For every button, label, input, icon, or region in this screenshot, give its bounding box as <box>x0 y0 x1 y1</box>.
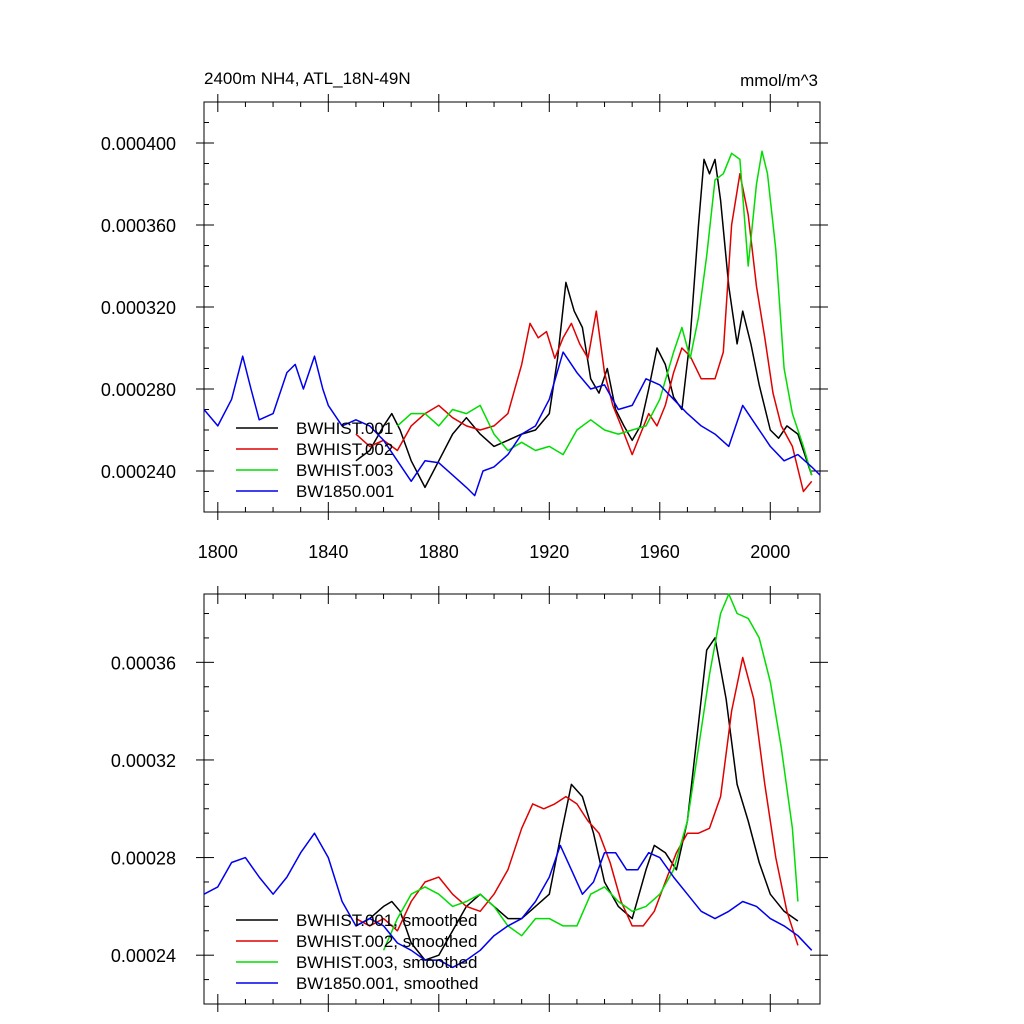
y-tick-label: 0.000320 <box>101 298 176 318</box>
top-panel-title: 2400m NH4, ATL_18N-49N <box>204 69 411 88</box>
top-panel-legend: BWHIST.001 BWHIST.002 BWHIST.003 BW1850.001 <box>236 419 394 501</box>
y-tick-label: 0.000240 <box>101 462 176 482</box>
bottom-panel-legend: BWHIST.001, smoothed BWHIST.002, smoothed… <box>236 911 478 993</box>
series-line-bw1850-001-smoothed <box>203 832 813 969</box>
legend-label: BWHIST.002, smoothed <box>296 932 477 951</box>
x-tick-label: 2000 <box>750 542 790 562</box>
legend-label: BWHIST.002 <box>296 440 393 459</box>
series-line-bwhist-003 <box>396 150 813 476</box>
top-panel-units: mmol/m^3 <box>740 71 818 90</box>
plot-frame <box>203 593 821 1005</box>
x-tick-label: 1800 <box>198 542 238 562</box>
y-tick-label: 0.000400 <box>101 134 176 154</box>
series-line-bwhist-002 <box>355 173 813 493</box>
legend-label: BWHIST.003 <box>296 461 393 480</box>
series-line-bwhist-003-smoothed <box>382 593 799 951</box>
x-tick-label: 1880 <box>419 542 459 562</box>
top-panel: 2400m NH4, ATL_18N-49N mmol/m^3 1800 1840… <box>101 69 828 562</box>
series-line-bwhist-001 <box>355 158 813 489</box>
x-tick-label: 1960 <box>640 542 680 562</box>
x-tick-label: 1920 <box>529 542 569 562</box>
legend-label: BW1850.001 <box>296 482 394 501</box>
bottom-panel-axes: 0.00024 0.00028 0.00032 0.00036 <box>111 586 828 1012</box>
top-panel-axes: 1800 1840 1880 1920 1960 2000 0.000240 0.000280… <box>101 94 828 562</box>
series-line-bwhist-002-smoothed <box>355 656 799 946</box>
series-line-bwhist-001-smoothed <box>355 637 799 961</box>
y-tick-label: 0.00024 <box>111 946 176 966</box>
top-panel-series <box>203 150 821 497</box>
bottom-panel: 0.00024 0.00028 0.00032 0.00036 BWHIST.001,… <box>111 586 828 1012</box>
y-tick-label: 0.00032 <box>111 751 176 771</box>
y-tick-label: 0.00028 <box>111 849 176 869</box>
legend-label: BW1850.001, smoothed <box>296 974 478 993</box>
bottom-panel-series <box>203 593 813 969</box>
legend-label: BWHIST.001 <box>296 419 393 438</box>
series-line-bw1850-001 <box>203 351 821 497</box>
y-tick-label: 0.00036 <box>111 653 176 673</box>
y-tick-label: 0.000360 <box>101 216 176 236</box>
x-tick-label: 1840 <box>308 542 348 562</box>
legend-label: BWHIST.001, smoothed <box>296 911 477 930</box>
legend-label: BWHIST.003, smoothed <box>296 953 477 972</box>
y-tick-label: 0.000280 <box>101 380 176 400</box>
